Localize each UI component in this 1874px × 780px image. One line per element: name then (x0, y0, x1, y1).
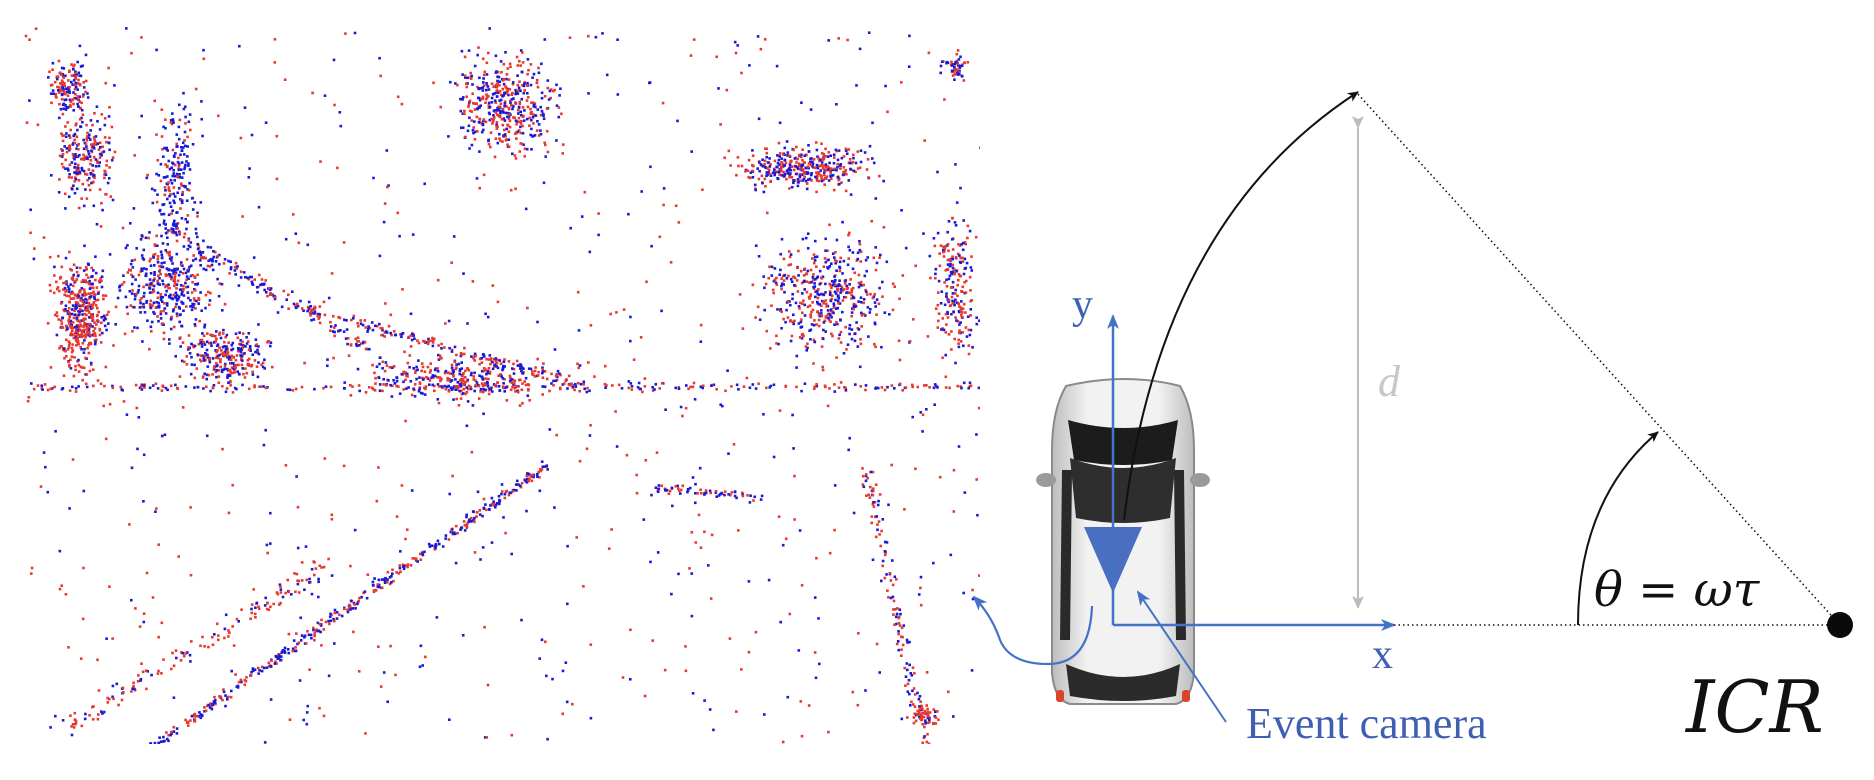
rotated-radius-line (1355, 91, 1841, 626)
camera-label: Event camera (1246, 699, 1487, 748)
distance-label: d (1378, 357, 1401, 406)
rotation-arrow (972, 595, 1094, 666)
icr-label: ICR (1684, 665, 1824, 749)
camera-trajectory-arrow (1123, 91, 1359, 521)
angle-label: θ = ωτ (1594, 562, 1761, 618)
angle-arc-arrow (1577, 431, 1659, 626)
camera-callout-arrow (1136, 590, 1227, 723)
y-axis-label: y (1072, 282, 1093, 328)
x-axis-label: x (1372, 632, 1393, 678)
event-frame (24, 26, 980, 744)
icr-point (1827, 612, 1853, 638)
